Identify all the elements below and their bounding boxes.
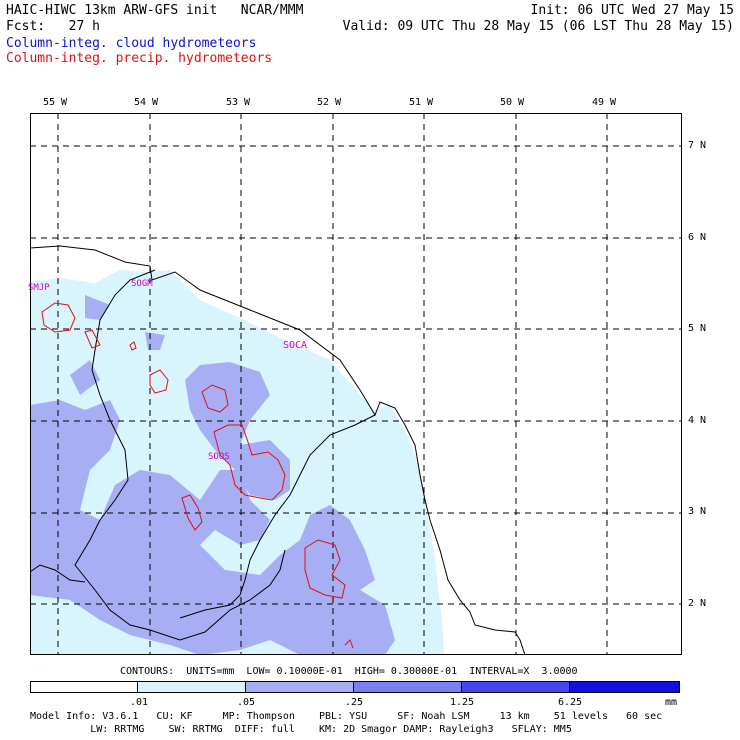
precip-contours — [41, 302, 354, 649]
colorbar-bin — [461, 681, 570, 693]
model-info-line2: LW: RRTMG SW: RRTMG DIFF: full KM: 2D Sm… — [30, 724, 572, 735]
lat-label: 4 N — [688, 415, 707, 426]
colorbar-bin — [569, 681, 680, 693]
colorbar-label: .25 — [345, 697, 364, 708]
colorbar-unit: mm — [665, 697, 678, 708]
lat-lon-grid — [30, 113, 682, 655]
lon-label: 55 W — [43, 97, 68, 108]
forecast-hour: Fcst: 27 h — [6, 19, 100, 34]
colorbar-bin — [137, 681, 246, 693]
lon-label: 49 W — [592, 97, 617, 108]
map-panel — [30, 113, 682, 655]
contours-info: CONTOURS: UNITS=mm LOW= 0.10000E-01 HIGH… — [120, 666, 578, 677]
colorbar-bin — [353, 681, 462, 693]
model-title: HAIC-HIWC 13km ARW-GFS init NCAR/MMM — [6, 3, 304, 18]
lon-label: 50 W — [500, 97, 525, 108]
station-label: SOCA — [283, 340, 308, 351]
lon-label: 54 W — [134, 97, 159, 108]
cloud-shading-medium — [30, 295, 395, 655]
colorbar-label: .01 — [130, 697, 149, 708]
init-time: Init: 06 UTC Wed 27 May 15 — [530, 3, 735, 18]
field-cloud-label: Column-integ. cloud hydrometeors — [6, 36, 257, 51]
lat-label: 2 N — [688, 598, 707, 609]
lat-label: 5 N — [688, 323, 707, 334]
valid-time: Valid: 09 UTC Thu 28 May 15 (06 LST Thu … — [342, 19, 734, 34]
colorbar-label: 6.25 — [558, 697, 583, 708]
lat-label: 3 N — [688, 506, 707, 517]
lat-label: 7 N — [688, 140, 707, 151]
lon-label: 51 W — [409, 97, 434, 108]
colorbar-label: .05 — [237, 697, 256, 708]
lon-label: 52 W — [317, 97, 342, 108]
colorbar-label: 1.25 — [450, 697, 475, 708]
lat-label: 6 N — [688, 232, 707, 243]
model-info-line1: Model Info: V3.6.1 CU: KF MP: Thompson P… — [30, 711, 663, 722]
station-label: SMJP — [28, 283, 50, 293]
station-label: SOGM — [131, 279, 153, 289]
station-label: SOOS — [208, 452, 230, 462]
colorbar-bin — [245, 681, 354, 693]
colorbar-bin — [30, 681, 138, 693]
lon-label: 53 W — [226, 97, 251, 108]
coastline — [30, 245, 526, 655]
field-precip-label: Column-integ. precip. hydrometeors — [6, 51, 273, 66]
